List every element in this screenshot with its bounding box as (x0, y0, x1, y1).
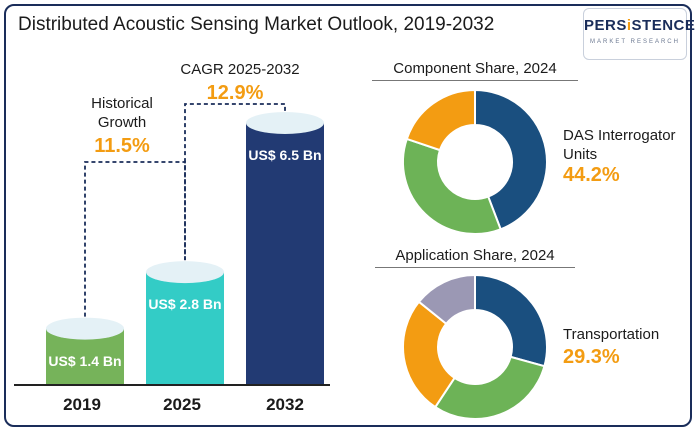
application-donut-slice-3 (417, 273, 476, 326)
bar-2032 (246, 123, 324, 385)
bar-2025 (146, 272, 224, 385)
bar-value-label-2032: US$ 6.5 Bn (248, 147, 322, 163)
application-title-underline (375, 267, 575, 268)
bar-value-label-2019: US$ 1.4 Bn (48, 352, 122, 369)
cagr-value: 12.9% (206, 82, 264, 104)
chart-title: Distributed Acoustic Sensing Market Outl… (18, 14, 495, 35)
bar-top-2019 (46, 317, 124, 340)
component-donut-slice-1 (402, 137, 502, 235)
application-donut-slice-1 (433, 355, 546, 420)
transportation-label: Transportation (563, 326, 660, 343)
das-interrogator-label: DAS Interrogator Units (563, 127, 676, 163)
logo-tagline: MARKET RESEARCH (590, 39, 680, 45)
persistence-logo: PERSiSTENCE MARKET RESEARCH (583, 8, 696, 60)
historical-growth-value: 11.5% (94, 135, 150, 157)
logo-wordmark: PERSiSTENCE (584, 17, 696, 34)
das-interrogator-value: 44.2% (563, 164, 620, 186)
bar-top-2032 (246, 112, 324, 134)
x-tick-2019: 2019 (63, 395, 101, 414)
x-tick-2025: 2025 (163, 395, 201, 414)
application-donut-slice-0 (474, 273, 548, 368)
component-title-underline (372, 80, 578, 81)
component-donut-slice-2 (405, 88, 476, 152)
bar-top-2025 (146, 261, 224, 284)
x-tick-2032: 2032 (266, 395, 304, 414)
chart-frame (4, 4, 692, 427)
component-donut-slice-0 (474, 88, 548, 231)
cagr-label: CAGR 2025-2032 (180, 61, 300, 78)
bar-value-label-2025: US$ 2.8 Bn (148, 296, 222, 313)
cagr-leader (184, 103, 286, 261)
component-share-title: Component Share, 2024 (393, 60, 557, 77)
transportation-value: 29.3% (563, 346, 620, 368)
application-share-title: Application Share, 2024 (395, 247, 555, 264)
historical-growth-label: Historical Growth (91, 95, 153, 131)
